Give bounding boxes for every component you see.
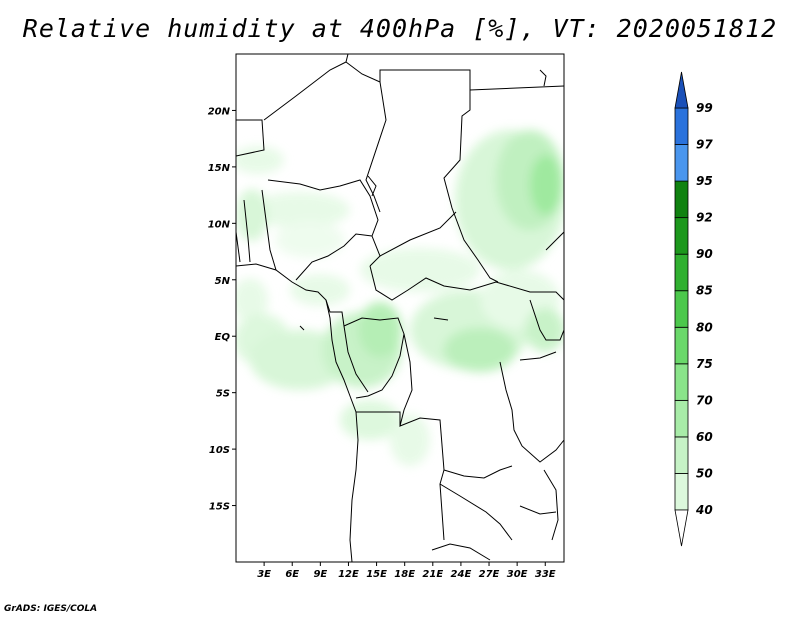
- colorbar-swatch: [674, 180, 689, 219]
- lon-tick-label: 6E: [285, 569, 299, 580]
- colorbar-swatch: [674, 326, 689, 365]
- lat-tick-label: 20N: [208, 106, 231, 117]
- colorbar-bottom-arrow: [674, 509, 689, 547]
- colorbar-swatch: [674, 253, 689, 292]
- colorbar-swatch: [674, 290, 689, 328]
- colorbar-swatch: [674, 363, 689, 401]
- colorbar-swatch: [674, 107, 689, 145]
- chart-title: Relative humidity at 400hPa [%], VT: 202…: [22, 14, 778, 43]
- colorbar-swatch: [674, 399, 689, 438]
- colorbar-top-arrow: [674, 71, 689, 109]
- lat-tick-label: 15S: [209, 502, 230, 513]
- grads-credit: GrADS: IGES/COLA: [4, 604, 98, 614]
- colorbar-label: 97: [696, 138, 713, 152]
- lat-tick-label: 10S: [209, 445, 230, 456]
- colorbar-label: 40: [695, 503, 713, 517]
- lon-tick-label: 3E: [257, 569, 271, 580]
- colorbar-swatch: [674, 436, 689, 474]
- colorbar-label: 90: [696, 247, 713, 261]
- colorbar-swatch: [674, 473, 689, 511]
- lat-tick-label: 5N: [215, 276, 231, 287]
- lon-tick-label: 15E: [366, 569, 387, 580]
- lon-tick-label: 9E: [313, 569, 327, 580]
- colorbar-label: 92: [696, 211, 713, 225]
- humidity-shading: [236, 130, 564, 466]
- map-frame: [235, 53, 565, 563]
- colorbar-label: 50: [696, 466, 713, 480]
- colorbar-label: 95: [696, 174, 713, 188]
- longitude-axis: 3E 6E 9E 12E 15E 18E 21E 24E 27E 30E 33E: [257, 562, 556, 580]
- lon-tick-label: 33E: [535, 569, 556, 580]
- lon-tick-label: 12E: [338, 569, 359, 580]
- lat-tick-label: 5S: [216, 389, 230, 400]
- lon-tick-label: 21E: [422, 569, 443, 580]
- lon-tick-label: 30E: [507, 569, 528, 580]
- colorbar-label: 75: [696, 357, 713, 371]
- lon-tick-label: 18E: [394, 569, 415, 580]
- lon-tick-label: 24E: [451, 569, 472, 580]
- colorbar-label: 99: [696, 101, 713, 115]
- colorbar-label: 85: [696, 284, 713, 298]
- lat-tick-label: 10N: [208, 219, 231, 230]
- colorbar-label: 60: [696, 430, 713, 444]
- lat-tick-label: 15N: [208, 163, 231, 174]
- lat-tick-label: EQ: [215, 332, 231, 343]
- colorbar-swatch: [674, 217, 689, 255]
- country-borders: [236, 54, 564, 562]
- latitude-axis: 20N 15N 10N 5N EQ 5S 10S 15S: [208, 106, 236, 513]
- colorbar: 40 50 60 70 75 80 85 90 92 95 97 99: [674, 71, 713, 547]
- colorbar-swatch: [674, 144, 689, 182]
- lon-tick-label: 27E: [479, 569, 500, 580]
- colorbar-label: 80: [696, 320, 713, 334]
- colorbar-label: 70: [696, 393, 713, 407]
